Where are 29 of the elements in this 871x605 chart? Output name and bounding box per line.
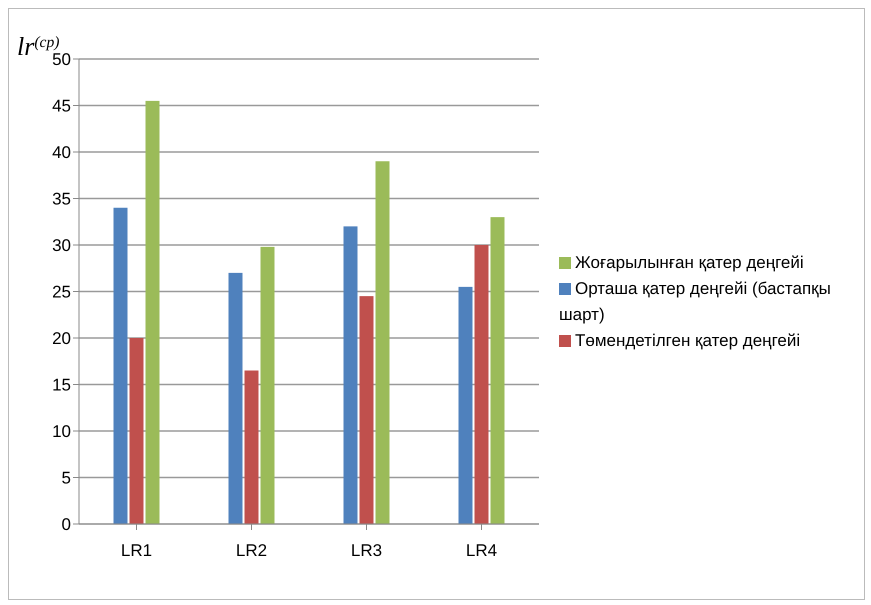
y-tick-label: 20 [52,329,71,348]
bar [474,245,488,524]
bar [244,370,258,524]
bar [228,272,242,524]
x-tick-label: LR4 [466,541,498,560]
bar [130,338,144,524]
legend-label: Орташа қатер деңгейі (бастапқы шарт) [559,278,831,324]
y-tick-label: 40 [52,143,71,162]
y-tick-label: 5 [62,468,71,488]
y-tick-label: 25 [52,282,71,302]
bar [490,217,504,524]
y-tick-label: 15 [52,376,71,395]
bar [458,286,472,524]
y-tick-label: 45 [52,96,71,116]
x-tick-label: LR2 [236,541,268,560]
x-tick-label: LR3 [350,541,382,560]
y-tick-label: 30 [52,236,71,256]
bar [360,296,374,524]
y-tick-label: 35 [52,190,71,209]
bar [344,226,358,524]
bar [376,161,390,524]
legend-label: Жоғарылынған қатер деңгейі [575,252,804,272]
x-tick-label: LR1 [120,541,152,560]
y-tick-label: 10 [52,422,71,442]
legend-label: Төмендетілген қатер деңгейі [575,330,800,350]
bar [114,208,128,524]
y-tick-label: 0 [62,515,71,534]
bar [146,100,160,524]
bar [260,246,274,524]
